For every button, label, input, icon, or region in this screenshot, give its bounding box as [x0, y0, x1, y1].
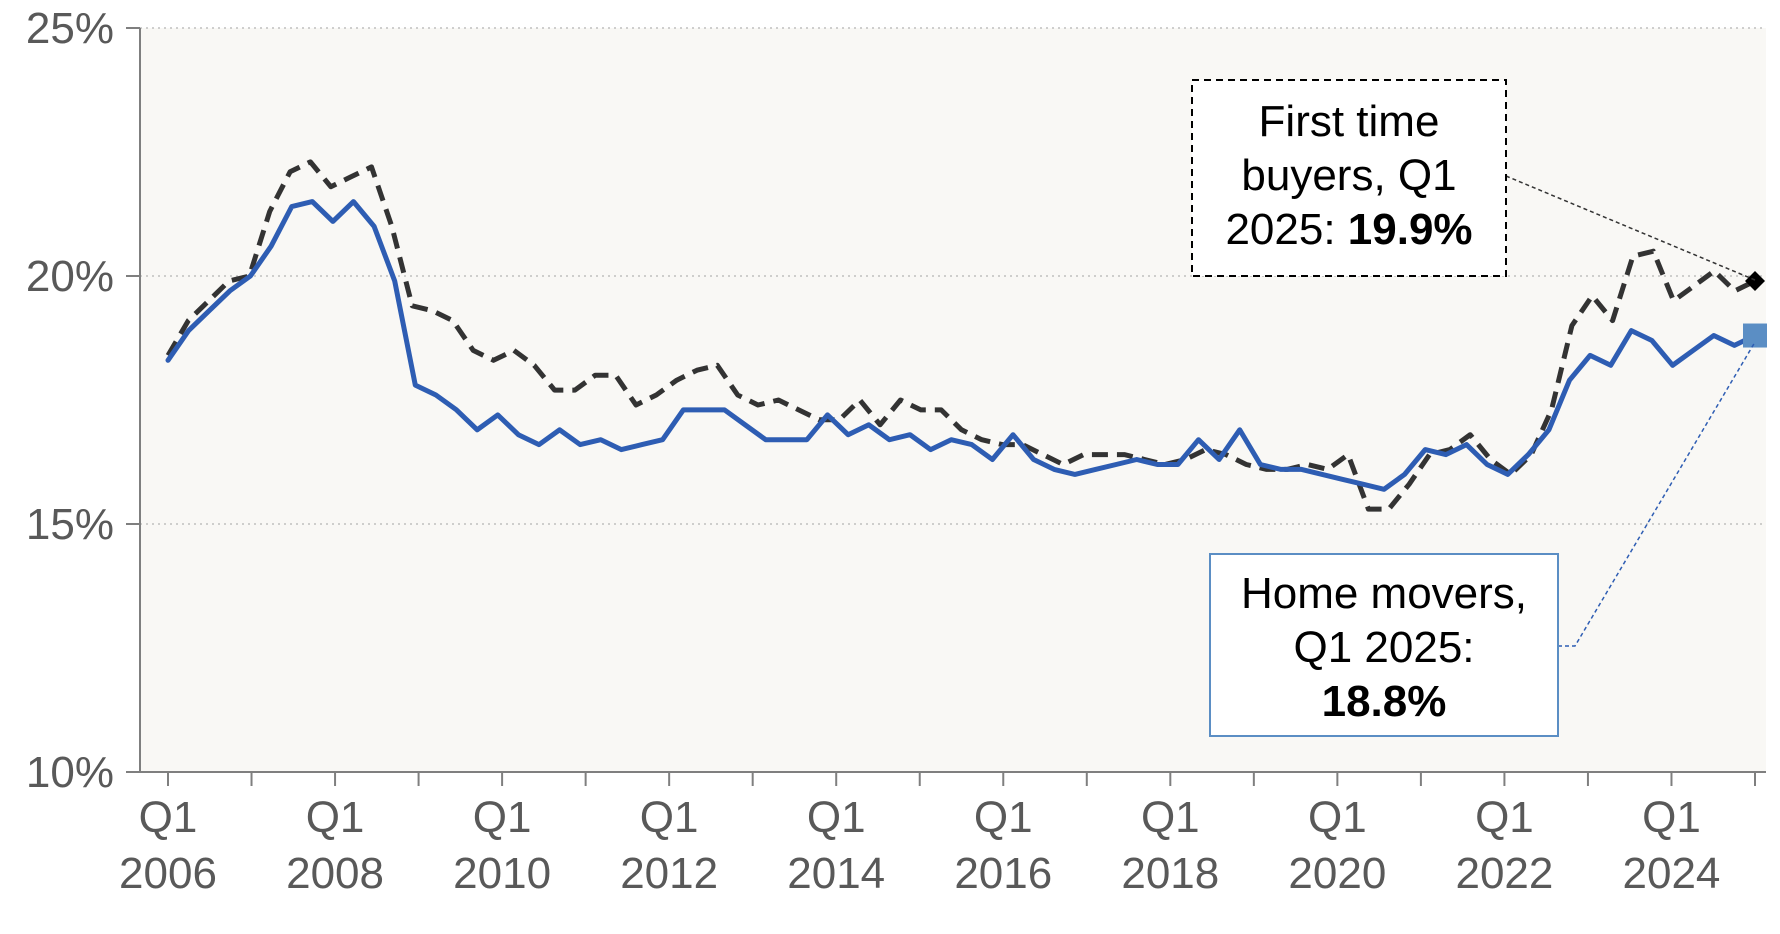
annotation-line2: Q1 2025: [1293, 623, 1474, 672]
annotation-box-first-time-buyers [1191, 79, 1507, 277]
x-tick-label-year: 2008 [286, 849, 384, 898]
annotation-leader-home-movers [1558, 341, 1756, 647]
annotation-box-home-movers [1209, 553, 1559, 737]
x-tick-label-year: 2012 [620, 849, 718, 898]
y-tick-label: 25% [26, 4, 114, 53]
x-tick-label-quarter: Q1 [139, 793, 198, 842]
annotation-home-movers: Home movers, Q1 2025: 18.8% [1209, 341, 1756, 737]
x-tick-label-year: 2024 [1623, 849, 1721, 898]
y-tick-labels: 10% 15% 20% 25% [26, 4, 114, 797]
x-tick-label-year: 2020 [1288, 849, 1386, 898]
y-tick-label: 20% [26, 252, 114, 301]
x-tick-label-quarter: Q1 [1141, 793, 1200, 842]
x-tick-label-year: 2016 [954, 849, 1052, 898]
x-tick-label-year: 2010 [453, 849, 551, 898]
x-tick-label-quarter: Q1 [807, 793, 866, 842]
annotation-line2: buyers, Q1 [1241, 151, 1456, 200]
annotation-first-time-buyers: First time buyers, Q1 2025: 19.9% [1191, 79, 1756, 281]
end-markers [1743, 270, 1767, 348]
annotation-value: 19.9% [1348, 205, 1473, 254]
annotation-line3: 2025: 19.9% [1225, 205, 1472, 254]
x-tick-label-year: 2014 [787, 849, 885, 898]
axes [139, 28, 1766, 786]
annotation-line1: First time [1259, 97, 1440, 146]
x-tick-label-quarter: Q1 [640, 793, 699, 842]
annotation-line1: Home movers, [1241, 569, 1527, 618]
x-tick-label-year: 2022 [1455, 849, 1553, 898]
series-lines [165, 159, 1758, 512]
x-tick-label-quarter: Q1 [1475, 793, 1534, 842]
x-tick-labels: Q1 2006 Q1 2008 Q1 2010 Q1 2012 Q1 2014 Q1 2016 Q1 20… [119, 793, 1720, 898]
y-tick-label: 15% [26, 500, 114, 549]
x-tick-label-quarter: Q1 [1642, 793, 1701, 842]
annotation-prefix: 2025: [1225, 205, 1347, 254]
x-tick-label-quarter: Q1 [974, 793, 1033, 842]
x-tick-label-quarter: Q1 [473, 793, 532, 842]
x-tick-label-year: 2018 [1121, 849, 1219, 898]
x-tick-label-year: 2006 [119, 849, 217, 898]
annotation-value: 18.8% [1322, 677, 1447, 726]
end-marker-home-movers [1743, 323, 1767, 348]
x-tick-label-quarter: Q1 [1308, 793, 1367, 842]
x-tick-label-quarter: Q1 [306, 793, 365, 842]
series-line-home-movers [165, 199, 1758, 492]
annotation-leader-first-time-buyers [1505, 175, 1756, 281]
end-marker-first-time-buyers [1745, 270, 1765, 291]
y-tick-label: 10% [26, 748, 114, 797]
gridlines [126, 27, 1766, 773]
series-line-first-time-buyers [165, 159, 1757, 512]
